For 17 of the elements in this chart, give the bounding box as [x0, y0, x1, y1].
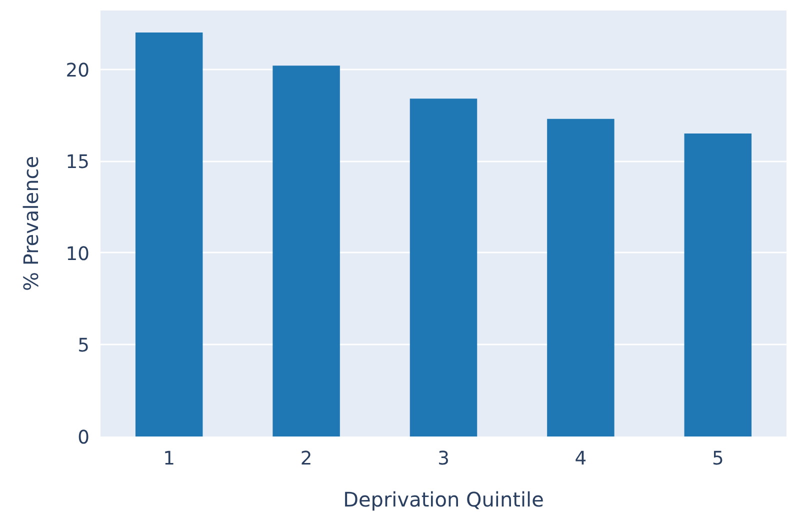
x-tick-label: 2 [300, 448, 312, 470]
x-tick-label: 5 [712, 448, 724, 470]
x-axis-title: Deprivation Quintile [343, 488, 544, 512]
x-tick-label: 3 [438, 448, 450, 470]
bar [272, 66, 340, 436]
x-tick-label: 1 [163, 448, 176, 470]
y-tick-label: 20 [66, 60, 90, 82]
y-tick-label: 0 [78, 428, 90, 448]
bar [410, 98, 478, 436]
y-tick-label: 10 [66, 244, 90, 265]
bar [135, 32, 203, 436]
bar [547, 118, 614, 436]
bar [684, 134, 752, 436]
x-tick-label: 4 [574, 448, 587, 470]
y-tick-label: 5 [78, 336, 90, 357]
y-axis-title: % Prevalence [18, 156, 43, 292]
y-tick-label: 15 [66, 152, 90, 174]
